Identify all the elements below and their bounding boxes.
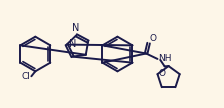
Text: O: O xyxy=(158,69,165,78)
Text: NH: NH xyxy=(158,54,172,63)
Text: Cl: Cl xyxy=(21,72,30,81)
Text: N: N xyxy=(72,23,79,33)
Text: N: N xyxy=(69,39,76,49)
Text: O: O xyxy=(149,33,156,43)
